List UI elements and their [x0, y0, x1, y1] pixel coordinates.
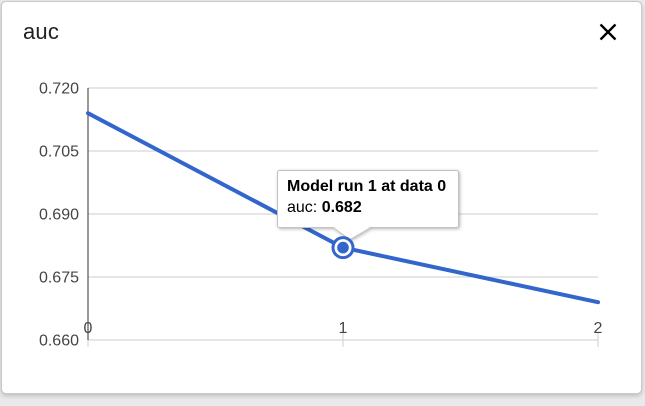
dialog-title: auc — [23, 19, 60, 44]
tooltip-title: Model run 1 at data 0 — [287, 178, 446, 195]
tooltip-callout — [333, 226, 371, 240]
x-tick-label: 0 — [84, 320, 93, 337]
y-tick-label: 0.675 — [39, 270, 79, 287]
y-tick-label: 0.660 — [39, 333, 79, 350]
selected-point-core — [337, 241, 349, 254]
close-icon — [599, 23, 617, 41]
tooltip — [277, 170, 459, 241]
x-tick-label: 1 — [339, 320, 348, 337]
close-button[interactable] — [593, 17, 623, 47]
tooltip-value-line: auc: 0.682 — [287, 199, 362, 216]
y-tick-label: 0.705 — [39, 144, 79, 161]
y-tick-label: 0.690 — [39, 207, 79, 224]
y-tick-label: 0.720 — [39, 81, 79, 98]
x-tick-label: 2 — [594, 320, 603, 337]
